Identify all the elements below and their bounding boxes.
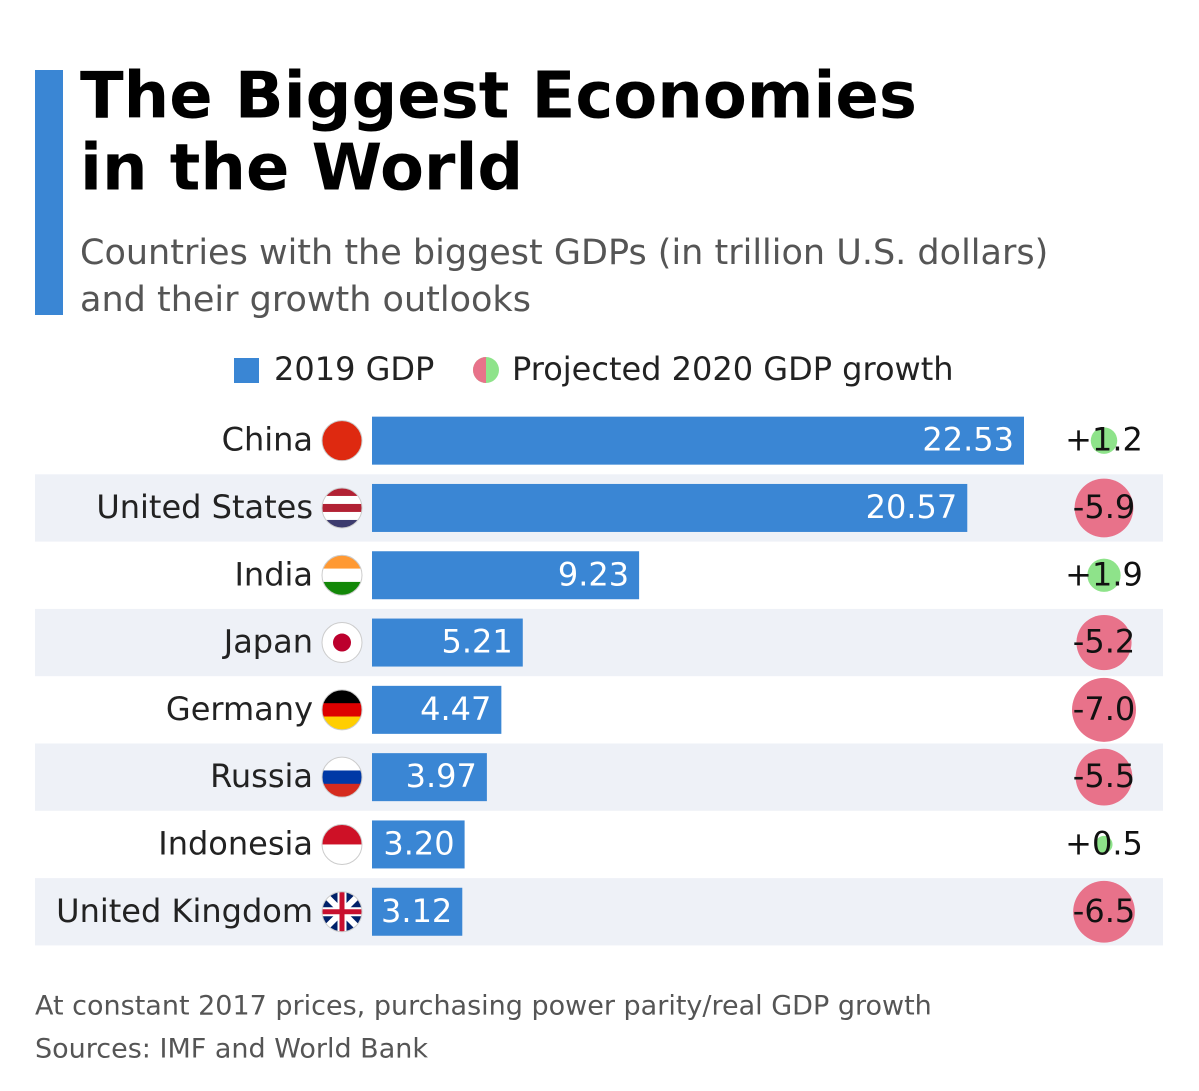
flag-stripe: [322, 770, 362, 785]
title-accent: [35, 70, 63, 315]
flag-stripe: [322, 503, 362, 513]
flag-stripe: [322, 716, 362, 730]
flag-stripe: [322, 511, 362, 521]
value-label: 9.23: [558, 555, 629, 593]
flag-stripe: [322, 757, 362, 771]
bar: [372, 820, 465, 869]
row-stripe: [35, 743, 1163, 811]
row-stripe: [35, 878, 1163, 946]
row-stripe: [35, 608, 1163, 677]
growth-bubble: [1087, 558, 1121, 592]
growth-label: -6.5: [1073, 892, 1135, 930]
flag-border: [321, 554, 363, 596]
footnote: Sources: IMF and World Bank: [35, 1034, 428, 1065]
flag-stripe: [322, 581, 362, 596]
growth-label: -5.2: [1073, 623, 1135, 661]
flag-stripe: [322, 420, 362, 461]
value-label: 22.53: [922, 421, 1014, 459]
growth-label: -7.0: [1073, 690, 1135, 728]
chart-title: in the World: [80, 132, 523, 206]
growth-label: +0.5: [1065, 824, 1143, 862]
legend-swatch: [234, 358, 259, 383]
flag-sun: [333, 633, 351, 652]
value-label: 4.47: [420, 690, 491, 728]
flag-border: [321, 689, 363, 731]
growth-bubble: [1090, 427, 1118, 454]
flag-border: [321, 756, 363, 798]
flag-cross: [322, 891, 362, 932]
category-label: China: [222, 421, 313, 459]
growth-bubble: [1075, 748, 1133, 806]
category-label: United Kingdom: [56, 892, 313, 930]
flag-stripe: [322, 519, 362, 528]
flag-border: [321, 823, 363, 865]
flag-stripe: [322, 495, 362, 505]
category-label: United States: [96, 488, 313, 526]
bar: [372, 483, 968, 532]
bar: [372, 551, 640, 600]
growth-label: -5.5: [1073, 757, 1135, 795]
flag-stripe: [322, 568, 362, 583]
flag-stripe: [322, 824, 362, 845]
legend-swatch: [473, 357, 486, 383]
flag-stripe: [322, 689, 362, 704]
legend-label: 2019 GDP: [274, 350, 434, 388]
footnote: At constant 2017 prices, purchasing powe…: [35, 991, 932, 1022]
flag-stripe: [322, 487, 362, 497]
category-label: Germany: [166, 690, 313, 728]
value-label: 3.12: [381, 892, 452, 930]
growth-bubble: [1073, 880, 1135, 943]
category-label: Japan: [222, 623, 313, 661]
growth-bubble: [1074, 478, 1134, 538]
chart-subtitle: Countries with the biggest GDPs (in tril…: [80, 233, 1048, 273]
bar: [372, 416, 1024, 465]
category-label: Russia: [210, 757, 313, 795]
value-label: 5.21: [442, 623, 513, 661]
flag-border: [321, 487, 363, 529]
growth-bubble: [1095, 835, 1113, 854]
growth-bubble: [1072, 677, 1136, 742]
category-label: India: [234, 555, 313, 593]
bar: [372, 618, 523, 667]
flag-border: [321, 420, 363, 462]
value-label: 3.97: [406, 757, 477, 795]
value-label: 20.57: [866, 488, 958, 526]
flag-stripe: [322, 844, 362, 865]
chart-subtitle: and their growth outlooks: [80, 280, 531, 320]
legend-label: Projected 2020 GDP growth: [512, 350, 954, 388]
growth-label: +1.2: [1065, 421, 1143, 459]
flag-stripe: [322, 703, 362, 718]
growth-label: +1.9: [1065, 555, 1143, 593]
flag-stripe: [322, 783, 362, 798]
flag-border: [321, 891, 363, 933]
growth-label: -5.9: [1073, 488, 1135, 526]
category-label: Indonesia: [158, 824, 313, 862]
bar: [372, 887, 463, 936]
value-label: 3.20: [383, 824, 454, 862]
bar: [372, 685, 502, 734]
chart-title: The Biggest Economies: [80, 60, 917, 134]
flag-border: [321, 622, 363, 664]
bar: [372, 753, 487, 802]
growth-bubble: [1076, 614, 1132, 671]
flag-stripe: [322, 555, 362, 570]
